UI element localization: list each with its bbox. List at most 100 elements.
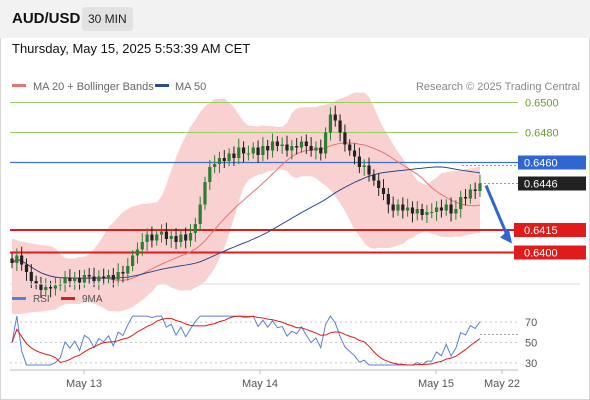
candle-body: [63, 278, 67, 284]
candle-body: [319, 147, 323, 154]
rsi-tick-label: 70: [525, 317, 537, 329]
candle: [309, 137, 313, 157]
candle: [213, 155, 217, 174]
candle-body: [241, 147, 246, 154]
candle-body: [406, 207, 410, 211]
candle: [10, 253, 14, 269]
candle: [333, 105, 337, 127]
candle: [20, 246, 24, 271]
candle-body: [357, 156, 361, 167]
candle: [34, 275, 38, 290]
candle: [237, 138, 241, 165]
time-tick-label: May 15: [418, 378, 454, 390]
candle: [406, 198, 410, 217]
candle: [434, 201, 439, 221]
candle-body: [468, 189, 472, 199]
candle-body: [459, 197, 463, 209]
candle-body: [343, 132, 347, 145]
bollinger-band-fill: [12, 92, 480, 315]
candle-body: [140, 242, 144, 250]
support-badge: [514, 245, 586, 260]
candle-body: [328, 114, 333, 133]
candle: [188, 224, 193, 247]
candle: [174, 228, 178, 250]
candle: [150, 226, 154, 248]
candle: [44, 278, 48, 297]
candle-body: [44, 287, 48, 290]
candle: [24, 258, 29, 281]
candle-body: [275, 141, 279, 146]
candle: [285, 135, 289, 157]
candle: [102, 268, 106, 286]
candle: [420, 203, 424, 221]
candle-body: [309, 146, 313, 151]
candle-body: [324, 132, 328, 154]
candle: [126, 258, 130, 281]
candle-body: [377, 180, 381, 188]
candle: [241, 141, 246, 163]
candle: [106, 269, 111, 284]
candle-body: [77, 278, 82, 283]
candle-body: [73, 278, 77, 281]
candle: [261, 137, 265, 162]
resistance-label: 0.6500: [525, 98, 559, 110]
rsi-tick-label: 30: [525, 358, 537, 370]
candle: [227, 148, 231, 167]
candle-body: [203, 182, 207, 205]
timeframe-badge[interactable]: 30 MIN: [82, 7, 133, 31]
candle: [295, 138, 299, 155]
candle: [15, 248, 19, 271]
symbol-title: AUD/USD: [12, 10, 81, 27]
candle: [473, 182, 477, 199]
candle-body: [10, 258, 14, 263]
rsi-ma-line: [11, 315, 481, 366]
pivot-badge: [518, 155, 586, 170]
candle-body: [20, 255, 24, 265]
candle-body: [449, 204, 453, 214]
candle-body: [401, 204, 405, 211]
rsi-ma-legend-label: 9MA: [82, 294, 103, 305]
candle: [449, 197, 453, 222]
candle-body: [87, 275, 91, 277]
candle-body: [261, 146, 265, 155]
time-axis-labels: May 13 May 14 May 15 May 22: [66, 370, 520, 390]
support-label: 0.6415: [524, 225, 558, 237]
candle-body: [246, 153, 251, 155]
candle-body: [227, 153, 231, 161]
candle: [266, 139, 270, 160]
candle-body: [420, 209, 424, 215]
candle-body: [111, 275, 115, 280]
ma50-legend-label: MA 50: [175, 81, 206, 93]
candle: [463, 189, 468, 206]
candle-body: [131, 255, 135, 266]
ma20-legend-swatch: [12, 84, 26, 87]
candle-body: [430, 212, 434, 213]
candle-body: [352, 150, 357, 157]
rsi-legend-label: RSI: [33, 294, 50, 305]
candle-body: [198, 204, 202, 224]
candle: [251, 142, 255, 159]
candle: [338, 114, 342, 142]
candle-body: [410, 207, 415, 214]
candle: [410, 201, 415, 223]
time-tick-label: May 14: [242, 378, 278, 390]
candle: [352, 143, 357, 165]
candle-body: [478, 183, 482, 191]
candle: [164, 222, 168, 246]
candle: [135, 242, 140, 264]
candle-body: [174, 236, 178, 242]
ma20-legend-label: MA 20 + Bollinger Bands: [33, 81, 154, 93]
candle-body: [213, 164, 217, 167]
candle: [184, 227, 188, 249]
candle-body: [415, 209, 419, 214]
candle-body: [188, 233, 193, 241]
candle: [430, 203, 434, 219]
candle: [415, 201, 419, 221]
candle-body: [48, 287, 53, 289]
candle: [246, 145, 251, 161]
candle: [275, 136, 279, 152]
bollinger-bands: [12, 92, 480, 315]
pivot-label: 0.6460: [524, 158, 558, 170]
candle-body: [386, 194, 390, 205]
